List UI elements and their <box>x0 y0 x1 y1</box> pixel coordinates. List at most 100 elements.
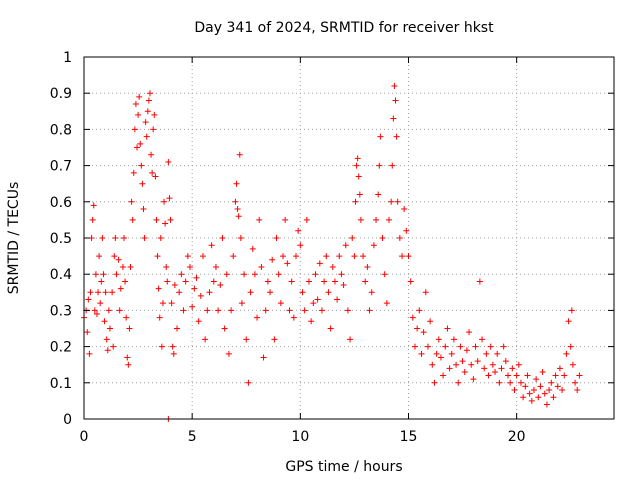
data-point <box>245 379 252 386</box>
data-point <box>140 206 147 213</box>
data-point <box>127 263 134 270</box>
data-point <box>99 235 106 241</box>
data-point <box>258 263 265 270</box>
data-point <box>249 245 256 252</box>
data-point <box>95 289 102 296</box>
data-point <box>121 235 128 241</box>
data-point <box>230 253 237 260</box>
data-point <box>565 318 572 325</box>
data-point <box>515 361 522 368</box>
data-point <box>381 271 388 278</box>
data-point <box>301 307 308 314</box>
data-point <box>316 260 323 267</box>
data-point <box>561 372 568 379</box>
data-point <box>559 387 566 394</box>
data-point <box>191 285 198 292</box>
chart-title: Day 341 of 2024, SRMTID for receiver hks… <box>194 20 494 36</box>
data-point <box>511 387 518 394</box>
data-point <box>290 314 297 321</box>
data-point <box>338 271 345 278</box>
x-tick-label: 15 <box>400 429 418 445</box>
data-point <box>403 227 410 234</box>
data-point <box>431 379 438 386</box>
data-point <box>256 216 263 223</box>
data-point <box>344 307 351 314</box>
y-tick-label: 0.5 <box>50 231 72 247</box>
data-point <box>457 343 464 350</box>
y-tick-label: 0.6 <box>50 195 72 211</box>
data-point <box>162 220 169 227</box>
data-point <box>496 379 503 386</box>
data-point <box>86 350 93 357</box>
data-point <box>197 292 204 299</box>
data-point <box>362 278 369 285</box>
data-point <box>336 253 343 260</box>
data-point <box>275 271 282 278</box>
data-point <box>550 394 557 401</box>
data-point <box>204 307 211 314</box>
data-point <box>327 325 334 332</box>
data-point <box>377 133 384 140</box>
data-point <box>394 198 401 205</box>
y-tick-label: 0.2 <box>50 340 72 356</box>
data-point <box>466 329 473 336</box>
data-point <box>212 263 219 270</box>
data-point <box>539 368 546 375</box>
data-point <box>386 216 393 223</box>
data-point <box>129 216 136 223</box>
data-point <box>312 271 319 278</box>
data-point <box>215 307 222 314</box>
data-point <box>314 296 321 303</box>
data-point <box>492 368 499 375</box>
data-point <box>479 336 486 343</box>
data-point <box>446 365 453 372</box>
data-point <box>533 376 540 383</box>
data-point <box>424 343 431 350</box>
data-point <box>139 180 146 187</box>
data-point <box>134 144 140 151</box>
data-point <box>323 253 330 260</box>
data-point <box>171 282 178 289</box>
data-point <box>262 307 269 314</box>
data-point <box>208 242 215 249</box>
data-point <box>143 133 150 140</box>
data-point <box>572 379 579 386</box>
data-point <box>97 300 104 307</box>
data-point <box>202 336 209 343</box>
data-point <box>145 97 152 104</box>
data-point <box>574 387 581 394</box>
data-point <box>112 235 119 241</box>
data-point <box>507 379 514 386</box>
data-point <box>472 343 479 350</box>
y-tick-label: 0.4 <box>50 267 72 283</box>
data-point <box>234 206 241 213</box>
data-point <box>100 271 107 278</box>
y-tick-label: 1 <box>63 50 72 66</box>
data-point <box>132 101 139 108</box>
data-point <box>340 282 347 289</box>
data-point <box>468 361 475 368</box>
data-point <box>459 358 466 365</box>
data-point <box>284 260 291 267</box>
data-point <box>91 307 98 314</box>
data-point <box>329 263 336 270</box>
data-point <box>435 336 442 343</box>
data-point <box>189 303 196 310</box>
data-point <box>223 271 230 278</box>
data-point <box>470 376 477 383</box>
data-point <box>92 271 99 278</box>
data-point <box>305 278 312 285</box>
data-point <box>157 235 164 241</box>
data-point <box>357 216 364 223</box>
data-point <box>352 198 359 205</box>
data-point <box>180 307 187 314</box>
data-point <box>567 343 574 350</box>
data-point <box>356 191 363 198</box>
data-point <box>206 289 213 296</box>
data-point <box>455 379 462 386</box>
data-point <box>90 202 97 209</box>
data-point <box>236 151 243 158</box>
data-point <box>142 119 149 126</box>
data-point <box>241 271 248 278</box>
data-point <box>554 383 561 390</box>
